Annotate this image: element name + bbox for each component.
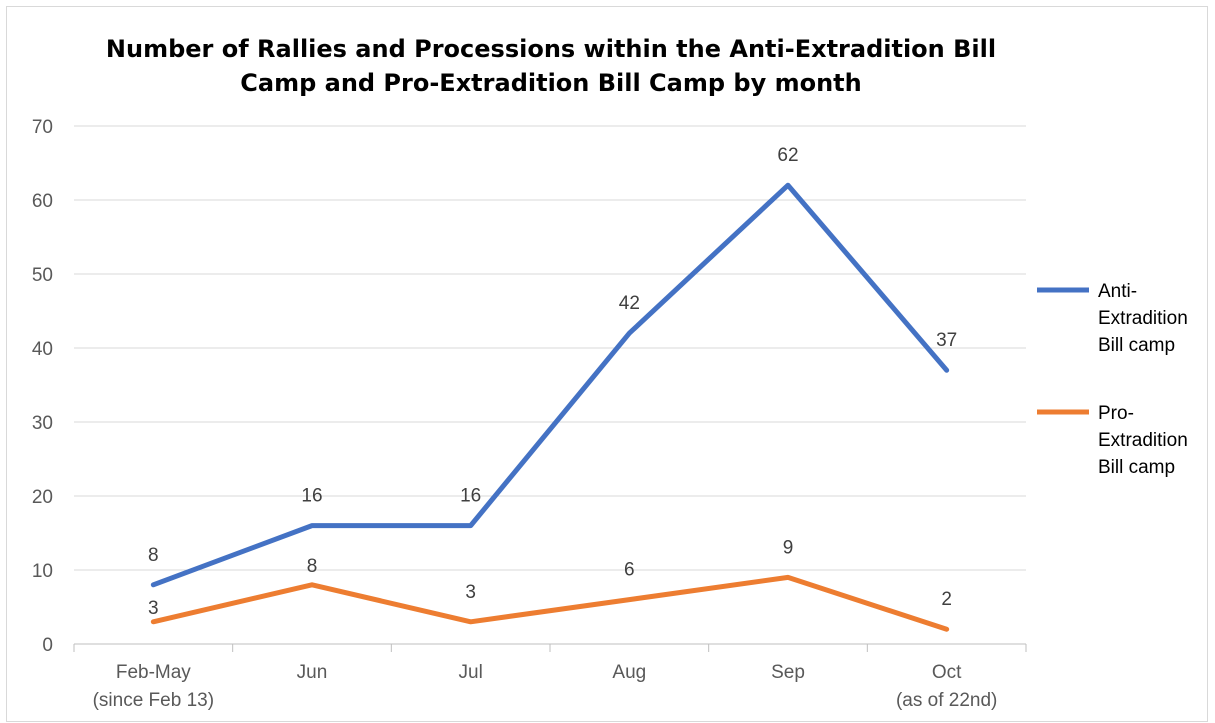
data-label: 42: [619, 293, 640, 314]
data-label: 8: [307, 556, 318, 577]
legend-label: Bill camp: [1098, 457, 1175, 478]
data-label: 37: [936, 330, 957, 351]
y-tick-label: 70: [32, 117, 53, 138]
data-label: 62: [777, 145, 798, 166]
chart-frame: Number of Rallies and Processions within…: [6, 6, 1208, 722]
chart-title-line: Camp and Pro-Extradition Bill Camp by mo…: [240, 69, 861, 97]
series-line: [150, 182, 950, 588]
x-tick-label: Aug: [612, 662, 646, 683]
data-label: 3: [148, 598, 159, 619]
legend-label: Bill camp: [1098, 335, 1175, 356]
x-tick-label: Jul: [459, 662, 483, 683]
data-label: 8: [148, 545, 159, 566]
series-line: [150, 574, 950, 632]
legend-label: Pro-: [1098, 403, 1134, 424]
legend-label: Extradition: [1098, 308, 1188, 329]
legend: Anti- Extradition Bill camp Pro- Extradition…: [1037, 281, 1188, 478]
data-label: 16: [460, 486, 481, 507]
x-axis: Feb-May (since Feb 13) Jun Jul Aug Sep Oct (as …: [73, 643, 1027, 711]
data-label: 2: [941, 589, 952, 610]
y-tick-label: 60: [32, 191, 53, 212]
y-axis-ticks: 0 10 20 30 40 50 60 70: [32, 117, 53, 656]
y-tick-label: 10: [32, 561, 53, 582]
series-lines: [150, 182, 950, 632]
chart-title-line: Number of Rallies and Processions within…: [106, 35, 996, 63]
data-label: 6: [624, 560, 635, 581]
data-label: 16: [301, 486, 322, 507]
chart-title: Number of Rallies and Processions within…: [106, 35, 996, 97]
y-tick-label: 0: [42, 635, 53, 656]
x-tick-label: Jun: [297, 662, 328, 683]
y-tick-label: 20: [32, 487, 53, 508]
y-tick-label: 40: [32, 339, 53, 360]
data-label: 9: [783, 537, 794, 558]
y-tick-label: 30: [32, 413, 53, 434]
x-tick-label: (as of 22nd): [896, 690, 997, 711]
line-chart: Number of Rallies and Processions within…: [32, 35, 1188, 711]
data-labels: 8 16 16 42 62 37 3 8 3 6 9 2: [148, 145, 957, 619]
x-tick-label: Feb-May: [116, 662, 191, 683]
legend-label: Extradition: [1098, 430, 1188, 451]
gridlines: [74, 125, 1026, 571]
x-tick-label: (since Feb 13): [93, 690, 214, 711]
legend-label: Anti-: [1098, 281, 1137, 302]
x-tick-label: Oct: [932, 662, 962, 683]
y-tick-label: 50: [32, 265, 53, 286]
data-label: 3: [465, 582, 476, 603]
x-tick-label: Sep: [771, 662, 805, 683]
